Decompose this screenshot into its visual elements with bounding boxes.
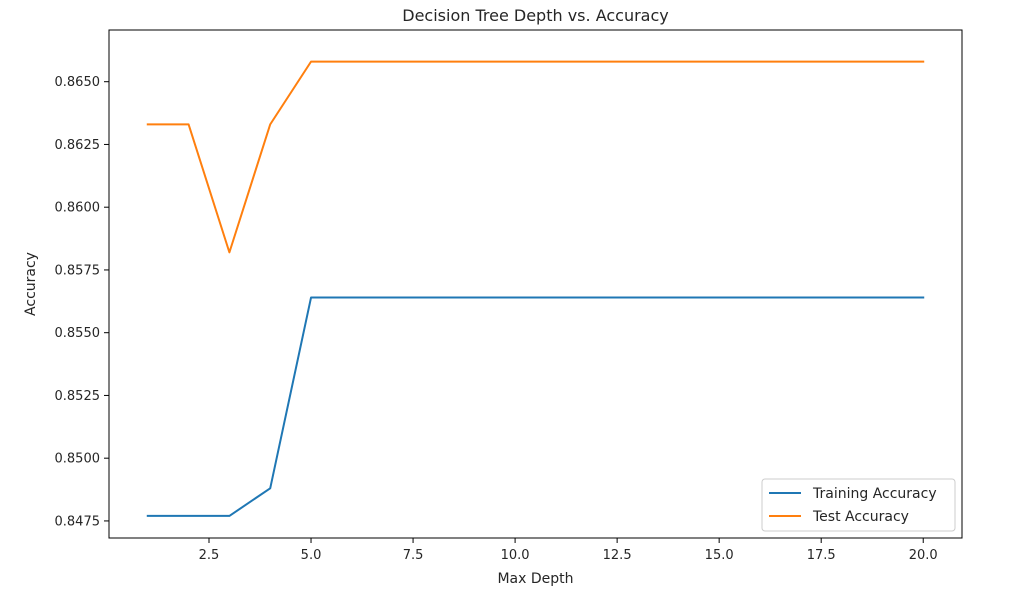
series-line-training: [146, 296, 925, 517]
y-tick-label: 0.8525: [55, 389, 101, 404]
legend: Training Accuracy Test Accuracy: [761, 478, 956, 532]
y-tick-label: 0.8600: [55, 201, 101, 216]
legend-box: [761, 478, 956, 532]
legend-label-training: Training Accuracy: [812, 486, 937, 502]
y-tick-label: 0.8550: [55, 326, 101, 341]
y-tick-label: 0.8575: [55, 263, 101, 278]
x-tick-label: 20.0: [909, 548, 938, 563]
chart-title: Decision Tree Depth vs. Accuracy: [402, 6, 668, 25]
x-tick-label: 10.0: [501, 548, 530, 563]
x-axis-label: Max Depth: [497, 571, 573, 587]
x-tick-label: 7.5: [403, 548, 424, 563]
x-tick-label: 2.5: [199, 548, 220, 563]
axes-frame: [108, 29, 963, 539]
x-tick-label: 12.5: [603, 548, 632, 563]
y-tick-label: 0.8500: [55, 452, 101, 467]
y-axis: 0.8475 0.8500 0.8525 0.8550 0.8575 0.8600 0.86…: [55, 75, 109, 529]
x-tick-label: 5.0: [301, 548, 322, 563]
y-tick-label: 0.8650: [55, 75, 101, 90]
y-tick-label: 0.8625: [55, 138, 101, 153]
y-axis-label: Accuracy: [23, 252, 39, 316]
y-tick-label: 0.8475: [55, 514, 101, 529]
x-tick-label: 17.5: [807, 548, 836, 563]
x-axis: 2.5 5.0 7.5 10.0 12.5 15.0 17.5 20.0: [199, 538, 938, 563]
x-tick-label: 15.0: [705, 548, 734, 563]
series-line-test: [146, 60, 925, 254]
plot-area: [146, 60, 925, 517]
legend-label-test: Test Accuracy: [812, 509, 909, 525]
